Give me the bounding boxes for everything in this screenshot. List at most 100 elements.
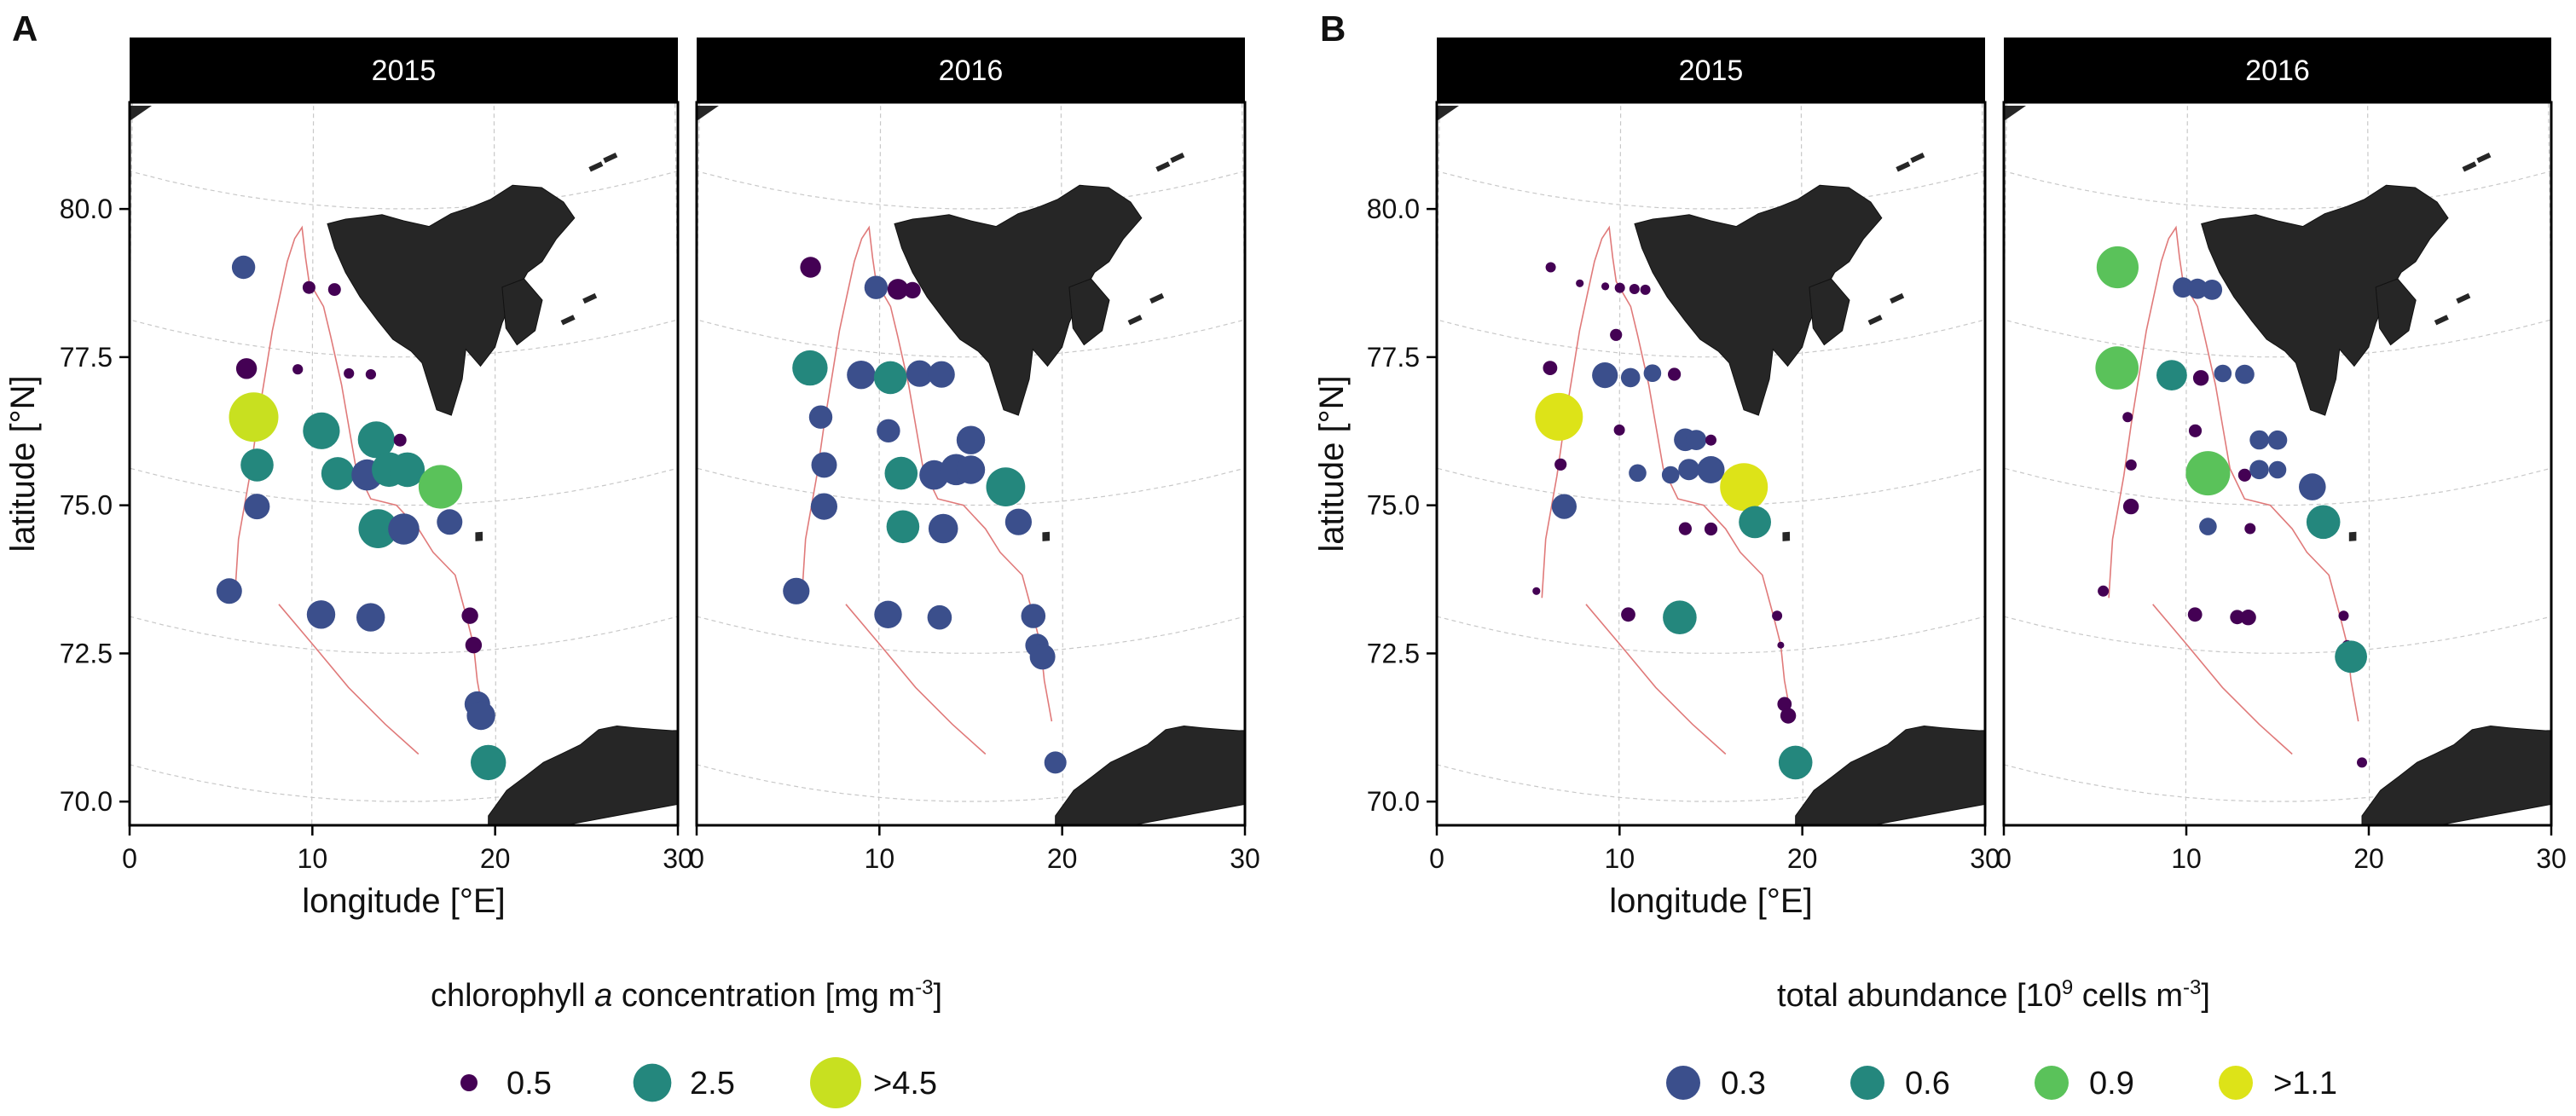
data-point: [2240, 610, 2256, 626]
data-point: [1532, 587, 1541, 595]
data-point: [2268, 460, 2287, 479]
graticule-parallel: [697, 764, 1245, 802]
data-point: [1777, 697, 1792, 712]
data-point: [1554, 458, 1567, 471]
data-point: [1545, 262, 1556, 273]
data-point: [356, 603, 385, 632]
data-point: [1004, 508, 1032, 535]
panel-label: B: [1320, 9, 1346, 49]
shelf-contour-line: [801, 225, 1053, 722]
x-tick-label: 10: [1605, 843, 1635, 874]
graticule-parallel: [697, 616, 1245, 654]
data-point: [1678, 459, 1700, 481]
data-point: [365, 369, 376, 380]
data-point: [928, 513, 958, 544]
shelf-break-line: [845, 604, 987, 755]
graticule-meridian: [2547, 102, 2551, 399]
data-point: [887, 279, 909, 300]
data-point: [783, 577, 810, 604]
data-point: [1610, 328, 1623, 341]
graticule-meridian: [878, 102, 882, 825]
data-point: [229, 392, 279, 442]
data-point: [1640, 284, 1651, 295]
x-tick-label: 20: [1047, 843, 1078, 874]
data-point: [2187, 278, 2208, 299]
greenland-corner-landmass: [697, 106, 719, 121]
y-tick-label: 80.0: [1367, 194, 1420, 224]
shelf-break-line: [2152, 604, 2293, 755]
x-tick-label: 0: [689, 843, 704, 874]
legend-item: 0.9: [2035, 1066, 2134, 1102]
facet-strip: [697, 38, 1245, 102]
data-point: [2122, 498, 2139, 515]
norway-coast-landmass: [1795, 725, 1985, 825]
legend-title: chlorophyll a concentration [mg m-3]: [431, 976, 942, 1014]
legend-label: >1.1: [2273, 1066, 2337, 1102]
data-point: [1720, 463, 1768, 512]
y-tick-label: 80.0: [60, 194, 113, 224]
greenland-corner-landmass: [2004, 106, 2026, 121]
data-point: [1661, 465, 1680, 484]
data-point: [321, 457, 355, 490]
panel-content: [130, 102, 678, 825]
data-point: [808, 405, 833, 429]
legend-label: 0.6: [1905, 1066, 1950, 1102]
data-point: [1620, 367, 1641, 388]
graticule-meridian: [1241, 102, 1245, 399]
facet-strip-label: 2016: [2245, 55, 2310, 87]
y-tick-label: 70.0: [1367, 786, 1420, 817]
x-tick-label: 30: [1970, 843, 2000, 874]
data-point: [302, 280, 315, 294]
graticule-parallel: [130, 467, 678, 506]
bear-island-landmass: [1042, 531, 1051, 541]
data-point: [358, 509, 398, 548]
graticule-meridian: [2367, 102, 2370, 825]
legend-item: >1.1: [2219, 1066, 2337, 1102]
data-point: [1629, 464, 1647, 483]
y-tick-label: 75.0: [1367, 490, 1420, 521]
y-tick-label: 72.5: [60, 638, 113, 668]
greenland-corner-landmass: [1437, 106, 1459, 121]
data-point: [1592, 362, 1618, 389]
graticule-meridian: [674, 102, 678, 399]
data-point: [956, 425, 986, 454]
panel-content: [697, 102, 1245, 825]
data-point: [847, 361, 876, 390]
graticule-parallel: [1437, 616, 1985, 654]
legend-key: [633, 1063, 672, 1102]
panel-content: [1437, 102, 1985, 825]
x-tick-label: 0: [1996, 843, 2012, 874]
graticule-parallel: [130, 764, 678, 802]
data-point: [2122, 412, 2133, 423]
shelf-break-line: [278, 604, 420, 755]
legend-title-part: cells m: [2073, 978, 2183, 1014]
x-tick-label: 0: [1429, 843, 1444, 874]
shelf-contour-line: [234, 225, 486, 722]
data-point: [2098, 585, 2110, 597]
legend-item: 2.5: [633, 1063, 735, 1102]
facet-strip: [130, 38, 678, 102]
graticule-meridian: [2004, 102, 2008, 399]
x-tick-label: 20: [2353, 843, 2384, 874]
data-point: [1678, 522, 1692, 535]
data-point: [1029, 644, 1056, 670]
legend-title-part: concentration [mg m: [612, 978, 915, 1014]
data-point: [1576, 279, 1584, 287]
edgeoya-landmass: [501, 278, 543, 346]
legend-item: 0.3: [1666, 1066, 1766, 1102]
small-island: [1155, 161, 1171, 172]
graticule-parallel: [697, 467, 1245, 506]
graticule-parallel: [130, 171, 678, 210]
y-tick-label: 70.0: [60, 786, 113, 817]
data-point: [1705, 434, 1716, 446]
data-point: [2357, 757, 2367, 768]
graticule-meridian: [311, 102, 315, 825]
data-point: [344, 367, 355, 379]
data-point: [928, 361, 955, 388]
small-island: [2476, 152, 2492, 164]
legend-title-part: -3: [2183, 976, 2201, 999]
x-axis-title: longitude [°E]: [302, 882, 505, 920]
data-point: [2249, 430, 2269, 450]
legend-title-part: a: [594, 978, 612, 1014]
data-point: [2235, 364, 2255, 385]
